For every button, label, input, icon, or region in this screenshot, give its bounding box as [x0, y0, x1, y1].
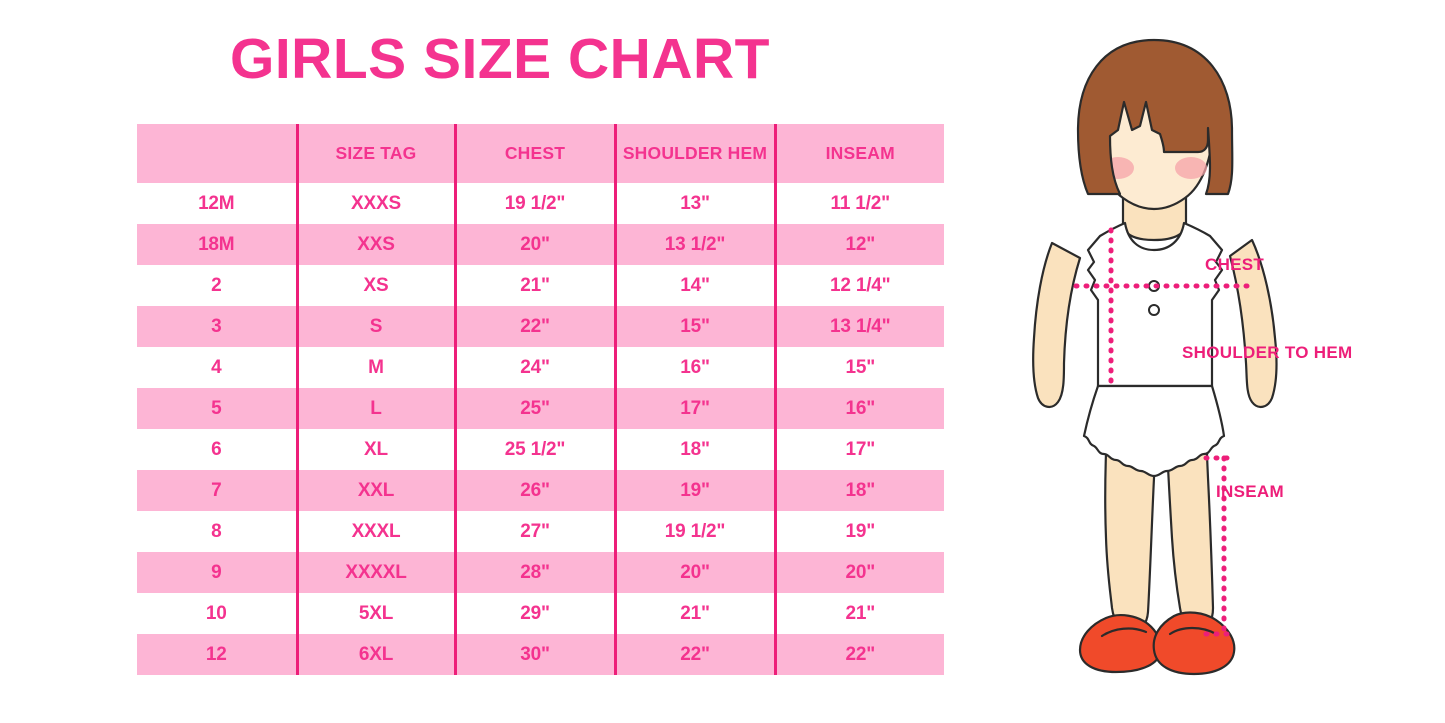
- table-row: 12M XXXS 19 1/2" 13" 11 1/2": [137, 183, 944, 224]
- cell-shoulder-hem: 17": [613, 388, 775, 429]
- table-body: 12M XXXS 19 1/2" 13" 11 1/2" 18M XXS 20" 13 1/2"…: [137, 183, 944, 675]
- cell-shoulder-hem: 22": [613, 634, 775, 675]
- column-header-size: [137, 124, 297, 183]
- table-row: 5 L 25" 17" 16": [137, 388, 944, 429]
- cell-shoulder-hem: 15": [613, 306, 775, 347]
- cell-inseam: 19": [773, 511, 944, 552]
- left-shoe-strap: [1100, 627, 1148, 638]
- cell-inseam: 15": [773, 347, 944, 388]
- table-row: 18M XXS 20" 13 1/2" 12": [137, 224, 944, 265]
- girl-figure-illustration: [960, 18, 1445, 708]
- cell-inseam: 21": [773, 593, 944, 634]
- cell-size-tag: S: [295, 306, 455, 347]
- cell-size-tag: XXXS: [295, 183, 455, 224]
- cell-size-tag: XS: [295, 265, 455, 306]
- cell-size-tag: XXXL: [295, 511, 455, 552]
- cell-size-tag: XXXXL: [295, 552, 455, 593]
- cell-chest: 30": [453, 634, 615, 675]
- cell-size: 18M: [137, 224, 297, 265]
- cell-size-tag: 6XL: [295, 634, 455, 675]
- table-row: 6 XL 25 1/2" 18" 17": [137, 429, 944, 470]
- cell-chest: 26": [453, 470, 615, 511]
- cell-shoulder-hem: 14": [613, 265, 775, 306]
- right-shoe: [1152, 611, 1236, 676]
- cell-size-tag: L: [295, 388, 455, 429]
- cell-inseam: 12": [773, 224, 944, 265]
- cell-shoulder-hem: 20": [613, 552, 775, 593]
- cell-chest: 22": [453, 306, 615, 347]
- table-row: 10 5XL 29" 21" 21": [137, 593, 944, 634]
- right-arm: [1228, 238, 1278, 408]
- cell-chest: 25 1/2": [453, 429, 615, 470]
- cell-inseam: 13 1/4": [773, 306, 944, 347]
- cell-size-tag: 5XL: [295, 593, 455, 634]
- size-chart-table-container: SIZE TAG CHEST SHOULDER HEM INSEAM 12M XX…: [137, 124, 944, 677]
- cell-chest: 24": [453, 347, 615, 388]
- cell-shoulder-hem: 19": [613, 470, 775, 511]
- cell-inseam: 11 1/2": [773, 183, 944, 224]
- column-header-shoulder-hem: SHOULDER HEM: [613, 124, 775, 183]
- cell-shoulder-hem: 19 1/2": [613, 511, 775, 552]
- cell-inseam: 18": [773, 470, 944, 511]
- right-shoe-strap: [1168, 626, 1218, 636]
- cell-size: 9: [137, 552, 297, 593]
- table-row: 3 S 22" 15" 13 1/4": [137, 306, 944, 347]
- table-row: 2 XS 21" 14" 12 1/4": [137, 265, 944, 306]
- hair: [1076, 38, 1234, 196]
- label-shoulder-to-hem: SHOULDER TO HEM: [1182, 343, 1353, 362]
- cell-shoulder-hem: 13 1/2": [613, 224, 775, 265]
- cell-chest: 28": [453, 552, 615, 593]
- left-arm: [1032, 241, 1082, 408]
- cell-inseam: 20": [773, 552, 944, 593]
- label-inseam: INSEAM: [1216, 482, 1284, 501]
- cell-size: 5: [137, 388, 297, 429]
- button-bottom: [1148, 304, 1160, 316]
- cell-inseam: 12 1/4": [773, 265, 944, 306]
- label-chest: CHEST: [1205, 255, 1265, 274]
- table-header: SIZE TAG CHEST SHOULDER HEM INSEAM: [137, 124, 944, 183]
- cell-inseam: 16": [773, 388, 944, 429]
- column-header-inseam: INSEAM: [773, 124, 944, 183]
- cell-inseam: 17": [773, 429, 944, 470]
- column-header-size-tag: SIZE TAG: [295, 124, 455, 183]
- page-title: GIRLS SIZE CHART: [229, 27, 770, 91]
- cell-chest: 29": [453, 593, 615, 634]
- cell-size: 12: [137, 634, 297, 675]
- table-row: 9 XXXXL 28" 20" 20": [137, 552, 944, 593]
- cell-shoulder-hem: 13": [613, 183, 775, 224]
- table-row: 4 M 24" 16" 15": [137, 347, 944, 388]
- table-row: 12 6XL 30" 22" 22": [137, 634, 944, 675]
- cell-size-tag: XXL: [295, 470, 455, 511]
- cell-size: 6: [137, 429, 297, 470]
- inseam-bracket: [1203, 455, 1235, 637]
- cell-chest: 27": [453, 511, 615, 552]
- cell-shoulder-hem: 21": [613, 593, 775, 634]
- cell-size: 3: [137, 306, 297, 347]
- cell-size: 4: [137, 347, 297, 388]
- cell-shoulder-hem: 18": [613, 429, 775, 470]
- cell-size: 8: [137, 511, 297, 552]
- cell-inseam: 22": [773, 634, 944, 675]
- table-row: 8 XXXL 27" 19 1/2" 19": [137, 511, 944, 552]
- cell-size-tag: XXS: [295, 224, 455, 265]
- table-row: 7 XXL 26" 19" 18": [137, 470, 944, 511]
- cell-chest: 20": [453, 224, 615, 265]
- cell-size: 2: [137, 265, 297, 306]
- right-cheek: [1175, 157, 1207, 179]
- cell-shoulder-hem: 16": [613, 347, 775, 388]
- cell-size: 10: [137, 593, 297, 634]
- table-header-row: SIZE TAG CHEST SHOULDER HEM INSEAM: [137, 124, 944, 183]
- cell-size-tag: M: [295, 347, 455, 388]
- cell-chest: 21": [453, 265, 615, 306]
- size-chart-table: SIZE TAG CHEST SHOULDER HEM INSEAM 12M XX…: [137, 124, 944, 675]
- cell-size: 12M: [137, 183, 297, 224]
- cell-size-tag: XL: [295, 429, 455, 470]
- left-shoe: [1078, 614, 1162, 674]
- cell-chest: 19 1/2": [453, 183, 615, 224]
- cell-size: 7: [137, 470, 297, 511]
- column-header-chest: CHEST: [453, 124, 615, 183]
- cell-chest: 25": [453, 388, 615, 429]
- skirt: [1082, 384, 1226, 478]
